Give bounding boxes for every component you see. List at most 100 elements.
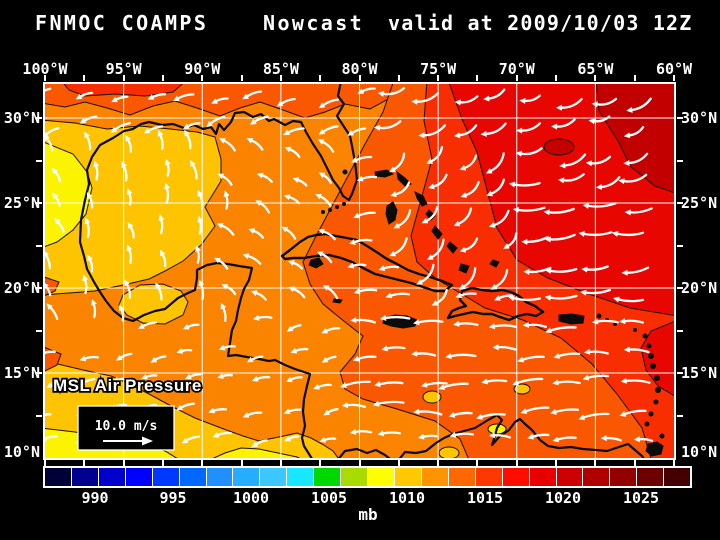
- wind-arrow-head: [543, 209, 550, 216]
- wind-arrow-head: [438, 384, 446, 390]
- island-dot: [648, 353, 654, 359]
- lat-tick: [677, 202, 683, 204]
- wind-arrow: [432, 173, 448, 188]
- wind-arrow-head: [84, 131, 90, 139]
- lon-label: 100°W: [22, 60, 68, 78]
- wind-arrow-head: [580, 289, 587, 296]
- island: [446, 241, 458, 254]
- wind-arrow-head: [613, 296, 620, 303]
- wind-arrow: [44, 435, 58, 440]
- lat-tick: [36, 329, 42, 332]
- wind-arrow: [346, 403, 367, 409]
- wind-arrow: [430, 145, 444, 163]
- wind-arrow-head: [620, 377, 627, 384]
- wind-arrow-head: [352, 355, 360, 362]
- wind-arrow-head: [377, 430, 384, 437]
- wind-arrow-head: [421, 381, 428, 388]
- wind-arrow-head: [619, 411, 627, 417]
- colorbar-cell: [609, 468, 637, 486]
- wind-arrow-head: [492, 344, 499, 351]
- wind-arrow: [588, 350, 609, 355]
- wind-arrow: [549, 294, 578, 300]
- lat-label-left: 15°N: [3, 364, 40, 382]
- pressure-fill-region: [513, 383, 531, 395]
- valid-time: valid at 2009/10/03 12Z: [388, 11, 693, 35]
- wind-arrow: [92, 303, 97, 319]
- wind-arrow: [493, 434, 512, 439]
- island-outline: [446, 286, 545, 322]
- wind-arrow-head: [416, 279, 423, 285]
- island: [458, 263, 470, 274]
- wind-arrow: [596, 97, 618, 106]
- island-dot: [646, 343, 652, 349]
- wind-arrow: [319, 195, 332, 207]
- wind-arrow: [177, 93, 195, 100]
- wind-arrow: [221, 175, 233, 186]
- wind-arrow-head: [208, 407, 215, 414]
- wind-arrow: [165, 187, 170, 204]
- wind-arrow: [378, 120, 402, 130]
- wind-arrow: [464, 237, 479, 251]
- wind-arrow: [521, 355, 545, 361]
- wind-arrow: [116, 377, 132, 381]
- wind-arrow-head: [527, 433, 534, 440]
- lon-tick: [83, 460, 86, 466]
- wind-arrow: [586, 265, 609, 271]
- wind-arrow-head: [250, 118, 257, 125]
- wind-arrow: [494, 268, 509, 288]
- wind-arrow-head: [283, 129, 290, 136]
- colorbar-tick-label: 1025: [622, 489, 660, 507]
- wind-arrow: [425, 381, 448, 386]
- wind-arrow-head: [321, 328, 328, 334]
- wind-arrow-head: [323, 409, 331, 416]
- wind-arrow: [255, 439, 268, 446]
- wind-arrow-head: [380, 315, 387, 321]
- wind-arrow: [290, 324, 302, 330]
- wind-arrow-head: [217, 373, 224, 379]
- wind-arrow-head: [197, 215, 204, 223]
- wind-arrow: [458, 124, 478, 137]
- colorbar-cell: [97, 468, 125, 486]
- wind-arrow: [361, 87, 376, 93]
- wind-arrow: [322, 98, 340, 106]
- wind-arrow: [166, 163, 170, 177]
- wind-arrow: [289, 148, 301, 159]
- wind-arrow: [86, 222, 90, 239]
- wind-arrow-head: [545, 268, 552, 274]
- wind-arrow-head: [349, 429, 357, 435]
- wind-arrow: [223, 345, 237, 349]
- wind-arrow-head: [155, 282, 161, 290]
- lat-label-right: 25°N: [681, 194, 718, 212]
- wind-arrow: [344, 380, 371, 387]
- wind-arrow-head: [164, 182, 170, 190]
- pressure-fill-region: [543, 138, 575, 156]
- wind-arrow-head: [223, 190, 230, 197]
- island-dot: [648, 411, 654, 417]
- wind-arrow: [549, 233, 576, 241]
- wind-arrow: [250, 139, 264, 151]
- wind-arrow-head: [551, 123, 558, 130]
- wind-arrow-head: [508, 295, 515, 302]
- wind-arrow: [628, 125, 645, 137]
- lat-tick: [677, 159, 683, 162]
- lon-tick: [161, 460, 164, 466]
- wind-arrow: [45, 127, 60, 136]
- lon-label: 65°W: [577, 60, 614, 78]
- wind-arrow: [486, 379, 508, 383]
- island: [414, 191, 428, 207]
- wind-arrow: [564, 153, 587, 167]
- wind-arrow: [159, 218, 164, 235]
- island-dot: [596, 313, 602, 319]
- wind-arrow: [497, 345, 517, 351]
- wind-arrow: [600, 176, 621, 189]
- lon-tick: [161, 75, 164, 81]
- wind-arrow: [524, 94, 542, 103]
- wind-arrow: [422, 434, 438, 438]
- wind-arrow-head: [454, 99, 461, 106]
- lat-tick: [36, 159, 42, 162]
- colorbar-cell: [555, 468, 583, 486]
- wind-arrow: [86, 135, 92, 151]
- wind-arrow-head: [46, 303, 53, 310]
- wind-arrow: [196, 249, 200, 264]
- wind-arrow-head: [173, 95, 180, 102]
